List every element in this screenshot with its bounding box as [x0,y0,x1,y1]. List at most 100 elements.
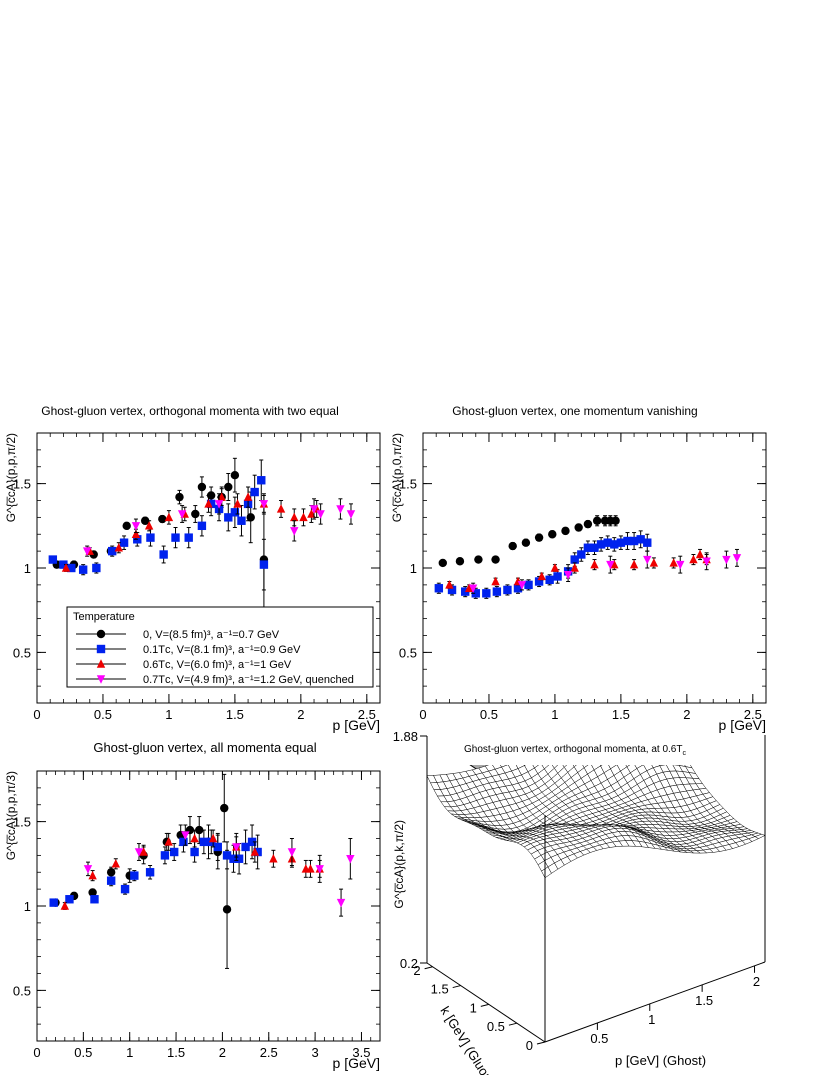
surface-cell [589,724,599,728]
chart2-point [551,563,559,571]
surface-cell [505,756,515,765]
surface-cell [646,754,656,761]
surface-cell [635,725,645,730]
chart2-point [650,558,658,566]
chart2-point [439,559,447,567]
chart2-point [482,589,490,597]
chart2-point [561,527,569,535]
chart1-point [92,564,100,572]
surface-k-tick-label: 1 [470,1000,477,1015]
chart1-ytick-label: 0.5 [13,645,31,660]
chart1-point [185,533,193,541]
chart1-point [120,538,128,546]
chart1-point [146,533,154,541]
chart1-ytick-label: 1.5 [13,477,31,492]
surface-k-tick [509,1023,517,1025]
chart2-point [548,530,556,538]
chart3-ytick-label: 1 [24,899,31,914]
chart2-point [676,561,684,569]
surface-cell [636,733,646,738]
chart2-point [593,517,601,525]
chart3-series-3 [84,825,355,916]
surface-cell [544,737,554,744]
surface-cell [595,718,605,721]
surface-cell [635,719,645,723]
surface-cell [583,726,593,730]
chart2-point [503,586,511,594]
surface-cell [593,736,603,743]
chart3-point [112,859,120,867]
surface-z-tick-label: 1.88 [393,729,418,744]
chart3-xtick-label: 2.5 [260,1045,278,1060]
chart4-zlabel: G^{c̅cA}(p,k,π/2) [392,820,406,909]
surface-cell [602,723,612,727]
surface-cell [663,759,673,765]
surface-cell [579,724,589,728]
surface-cell [553,736,563,743]
surface-cell [644,717,654,718]
surface-cell [645,720,655,724]
surface-cell [631,717,641,720]
chart1-series-2 [62,487,321,572]
surface-cell [662,738,672,743]
chart4-title: Ghost-gluon vertex, orthogonal momenta, … [464,744,682,755]
chart3-point [337,899,345,907]
chart2-point [535,533,543,541]
surface-cell [655,739,665,744]
chart2-xtick-label: 1.5 [612,707,630,722]
surface-p-tick-label: 2 [753,974,760,989]
surface-cell [597,755,607,766]
surface-cell [590,732,600,738]
surface-cell [642,732,652,737]
chart2-point [689,555,697,563]
surface-k-tick-label: 1.5 [431,982,449,997]
chart2-point [643,538,651,546]
surface-cell [560,732,570,738]
surface-cell [576,728,586,733]
chart3-point [84,865,92,873]
surface-cell [639,729,649,734]
chart3-point [269,854,277,862]
chart1-point [49,555,57,563]
chart3-point [90,895,98,903]
chart1-xtick-label: 1.5 [226,707,244,722]
chart2-point [435,584,443,592]
surface-k-tick [425,967,433,969]
chart1-point [158,515,166,523]
chart2-ytick-label: 1 [410,561,417,576]
surface-cell [669,759,679,766]
surface-cell [651,726,661,731]
chart3-xtick-label: 1 [126,1045,133,1060]
surface-cell [648,718,658,720]
chart1-point [171,533,179,541]
chart2-point [630,560,638,568]
surface-cell [612,725,622,729]
surface-k-tick [481,1004,489,1006]
chart3-point [161,851,169,859]
chart3-frame [37,771,380,1041]
chart2-xtick-label: 1 [551,707,558,722]
chart3-point [220,804,228,812]
surface-cell [633,738,643,743]
chart2-title: Ghost-gluon vertex, one momentum vanishi… [452,404,697,418]
surface-cell [602,717,612,720]
chart2-ytick-label: 0.5 [399,645,417,660]
chart2-point [491,555,499,563]
chart1-point [347,510,355,518]
chart1-xtick-label: 0.5 [94,707,112,722]
chart2-xtick-label: 0 [419,707,426,722]
surface-z-tick-label: 0.2 [400,956,418,971]
chart1-point [191,510,199,518]
chart2-point [590,560,598,568]
chart4-surface-plot [427,656,765,878]
chart1-point [231,471,239,479]
chart3-ytick-label: 1.5 [13,815,31,830]
surface-cell [606,726,616,730]
legend-title: Temperature [73,611,135,623]
chart2-xtick-label: 2.5 [744,707,762,722]
chart2-point [574,523,582,531]
chart4-title-group: Ghost-gluon vertex, orthogonal momenta, … [464,744,686,757]
chart2-point [584,520,592,528]
